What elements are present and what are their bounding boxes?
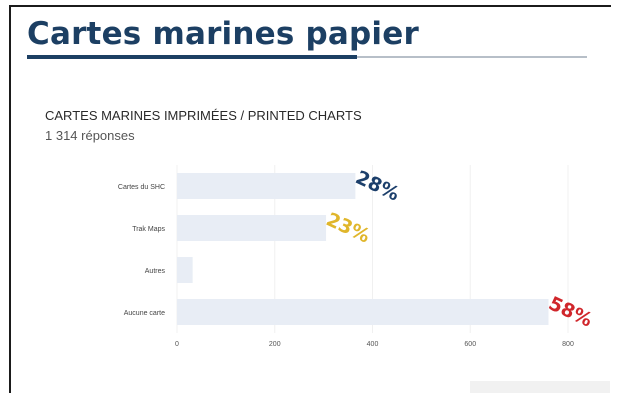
category-label: Aucune carte — [124, 310, 165, 317]
x-tick-label: 400 — [367, 341, 379, 348]
title-underline-light — [357, 56, 587, 58]
bar — [177, 173, 356, 199]
category-label: Autres — [145, 268, 166, 275]
category-label: Cartes du SHC — [118, 184, 165, 191]
percent-label: 58% — [545, 292, 596, 331]
x-tick-label: 200 — [269, 341, 281, 348]
chart-subtitle: 1 314 réponses — [45, 128, 135, 143]
slide-title: Cartes marines papier — [27, 16, 419, 52]
percent-label: 28% — [352, 166, 403, 205]
title-underline — [27, 55, 357, 59]
bar — [177, 299, 549, 325]
bar — [177, 257, 193, 283]
x-tick-label: 0 — [175, 341, 179, 348]
chart-title: CARTES MARINES IMPRIMÉES / PRINTED CHART… — [45, 108, 362, 123]
x-tick-label: 600 — [464, 341, 476, 348]
footer-bar — [470, 381, 610, 393]
category-label: Trak Maps — [132, 226, 165, 233]
bar — [177, 215, 327, 241]
x-tick-label: 800 — [562, 341, 574, 348]
percent-label: 23% — [323, 208, 374, 247]
